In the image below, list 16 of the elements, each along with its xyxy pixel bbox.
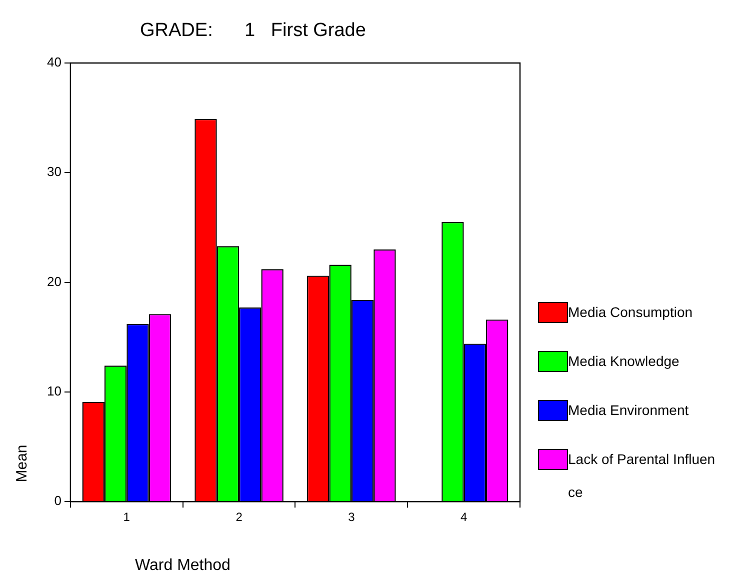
legend-label: Media Knowledge (568, 352, 680, 371)
x-tick-label: 4 (460, 510, 468, 524)
chart-title: GRADE: 1 First Grade (140, 20, 366, 42)
x-tick-label: 1 (123, 510, 130, 524)
y-tick-label: 40 (46, 54, 62, 70)
y-tick-label: 10 (46, 384, 62, 399)
text: Lack of Parental Influence (568, 451, 716, 500)
y-axis-title: Mean (14, 444, 30, 484)
y-tick-label: 0 (54, 493, 62, 508)
legend-label: Media Environment (568, 401, 690, 420)
x-tick-label: 3 (348, 510, 356, 524)
x-tick-label: 2 (236, 510, 243, 524)
x-axis-title: Ward Method (135, 557, 230, 575)
legend-label: Media Consumption (568, 303, 694, 322)
y-tick-label: 30 (46, 164, 62, 180)
y-tick-label: 20 (46, 274, 62, 289)
